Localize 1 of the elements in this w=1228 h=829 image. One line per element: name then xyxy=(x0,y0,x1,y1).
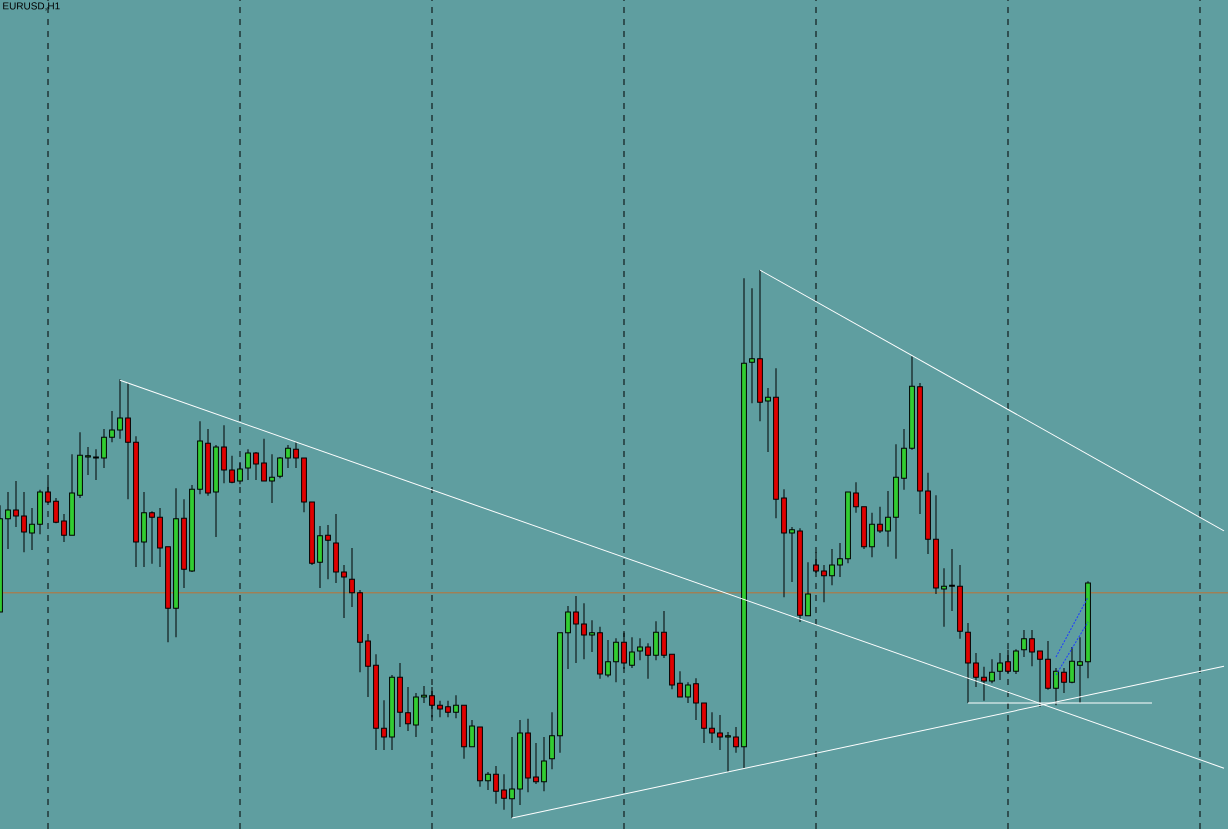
chart-title: EURUSD,H1 xyxy=(3,2,60,11)
